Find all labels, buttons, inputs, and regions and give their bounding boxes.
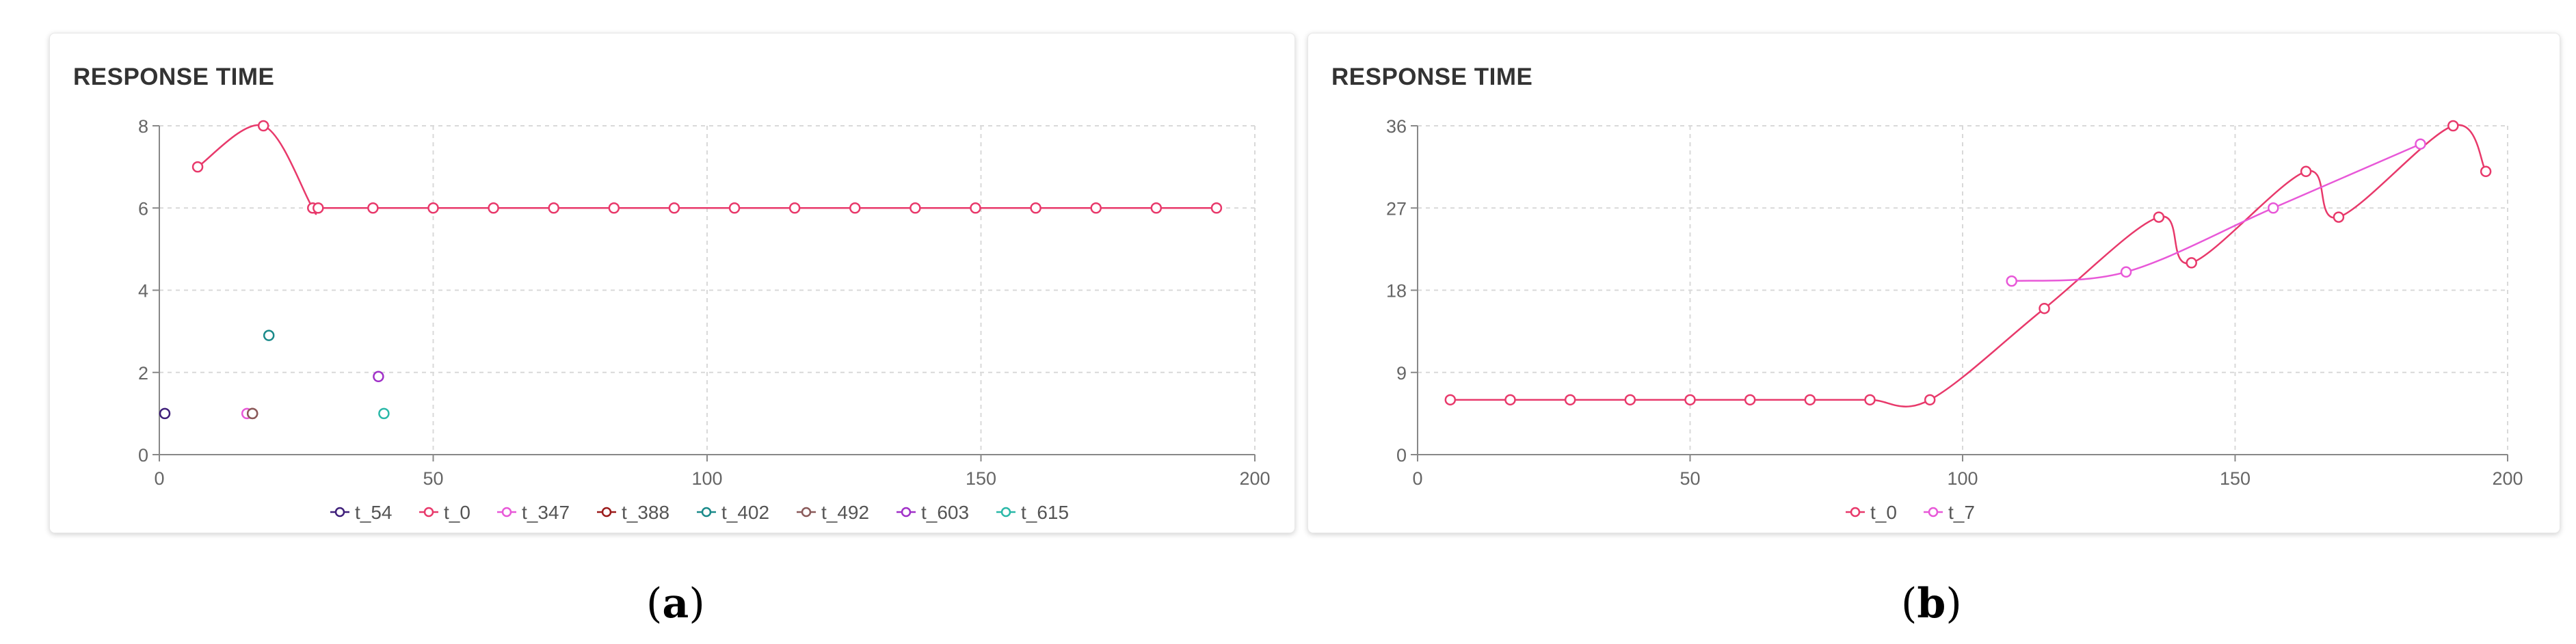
caption-close-paren: ): [689, 580, 705, 628]
data-point-t_0: [367, 202, 379, 214]
data-point-t_0: [427, 202, 439, 214]
figure-caption-b: (b): [1901, 580, 1962, 628]
legend-label: t_603: [921, 502, 969, 523]
y-tick-label: 36: [1386, 116, 1407, 137]
data-point-t_0: [668, 202, 680, 214]
legend-swatch-marker: [1000, 507, 1011, 518]
legend-label: t_615: [1021, 502, 1069, 523]
data-point-t_615: [378, 407, 390, 420]
legend-label: t_54: [355, 502, 393, 523]
series-line-t_0: [1450, 124, 2487, 407]
chart-svg-a: 0 50 100 150 200 0 2 4 6 8 t_54 t_0 t_347 t_388 t_402 t…: [138, 116, 1271, 523]
data-point-t_7: [2120, 266, 2132, 278]
legend-swatch-marker: [423, 507, 434, 518]
chart-svg-b: 0 50 100 150 200 0 9 18 27 36 t_0 t_7: [1386, 116, 2523, 523]
data-point-t_0: [1744, 394, 1756, 406]
y-tick-label: 0: [1396, 445, 1407, 466]
chart-panel-b: RESPONSE TIME 0 50 100 150 200 0 9 18 27 36 t_0 t_7: [1307, 33, 2560, 533]
legend-swatch-marker: [601, 507, 612, 518]
data-point-t_402: [263, 330, 275, 341]
y-tick-label: 8: [138, 116, 148, 137]
legend-swatch-marker: [1928, 507, 1939, 518]
legend-label: t_388: [622, 502, 669, 523]
data-point-t_0: [608, 202, 620, 214]
caption-open-paren: (: [646, 580, 663, 628]
x-tick-label: 0: [1412, 468, 1422, 489]
data-point-t_0: [2186, 257, 2197, 269]
data-point-t_7: [2268, 202, 2279, 214]
data-point-t_0: [1210, 202, 1223, 214]
legend-label: t_492: [821, 502, 869, 523]
data-point-t_0: [1504, 394, 1516, 406]
data-point-t_0: [1624, 394, 1636, 406]
legend-swatch-marker: [334, 507, 345, 518]
legend-swatch-marker: [501, 507, 512, 518]
data-point-t_54: [159, 407, 171, 420]
y-tick-label: 2: [138, 363, 148, 384]
data-point-t_0: [2153, 211, 2165, 223]
chart-panel-a: RESPONSE TIME 0 50 100 150 200 0 2 4 6 8 t_54 t_0 t_…: [49, 33, 1295, 533]
data-point-t_0: [2480, 165, 2492, 178]
chart-title: RESPONSE TIME: [1331, 64, 1533, 90]
legend-swatch-marker: [801, 507, 812, 518]
y-tick-label: 0: [138, 445, 148, 466]
data-point-t_0: [788, 202, 801, 214]
y-tick-label: 4: [138, 281, 148, 301]
data-point-t_0: [1150, 202, 1163, 214]
x-tick-label: 150: [966, 468, 996, 489]
y-tick-label: 27: [1386, 198, 1407, 219]
data-point-t_0: [1804, 394, 1816, 406]
data-point-t_0: [849, 202, 861, 214]
data-point-t_0: [728, 202, 741, 214]
data-point-t_0: [1030, 202, 1041, 214]
x-tick-label: 100: [691, 468, 722, 489]
data-point-t_0: [1090, 202, 1102, 214]
legend-label: t_347: [522, 502, 570, 523]
legend-label: t_402: [721, 502, 769, 523]
data-point-t_492: [246, 407, 258, 420]
x-tick-label: 200: [2492, 468, 2523, 489]
series-line-t_7: [2011, 143, 2421, 282]
data-point-t_0: [1564, 394, 1576, 406]
data-point-t_0: [257, 120, 269, 132]
y-tick-label: 9: [1396, 363, 1407, 384]
data-point-t_0: [2333, 211, 2345, 223]
x-tick-label: 150: [2220, 468, 2250, 489]
data-point-t_0: [313, 202, 324, 214]
data-point-t_0: [970, 202, 981, 214]
data-point-t_0: [909, 202, 921, 214]
data-point-t_0: [548, 202, 559, 214]
data-point-t_603: [373, 371, 384, 383]
legend-swatch-marker: [701, 507, 712, 518]
y-tick-label: 18: [1386, 281, 1407, 301]
x-tick-label: 200: [1239, 468, 1270, 489]
data-point-t_0: [1684, 394, 1696, 406]
figure-caption-a: (a): [646, 580, 705, 628]
data-point-t_0: [2300, 165, 2312, 178]
x-tick-label: 100: [1947, 468, 1978, 489]
data-point-t_0: [1864, 394, 1876, 406]
data-point-t_0: [1444, 394, 1457, 406]
data-point-t_7: [2006, 275, 2017, 287]
data-point-t_0: [2039, 302, 2050, 314]
data-point-t_7: [2415, 138, 2426, 150]
legend-label: t_0: [444, 502, 470, 523]
data-point-t_0: [191, 161, 204, 173]
legend-swatch-marker: [901, 507, 912, 518]
caption-open-paren: (: [1901, 580, 1917, 628]
legend-label: t_0: [1870, 502, 1897, 523]
data-point-t_0: [1924, 394, 1936, 406]
data-point-t_0: [488, 202, 499, 214]
x-tick-label: 0: [154, 468, 164, 489]
legend-label: t_7: [1948, 502, 1975, 523]
legend-swatch-marker: [1850, 507, 1861, 518]
caption-letter: b: [1917, 580, 1946, 628]
x-tick-label: 50: [423, 468, 443, 489]
y-tick-label: 6: [138, 198, 148, 219]
x-tick-label: 50: [1679, 468, 1700, 489]
caption-letter: a: [662, 580, 689, 628]
caption-close-paren: ): [1946, 580, 1962, 628]
chart-title: RESPONSE TIME: [73, 64, 275, 90]
data-point-t_0: [2447, 120, 2459, 132]
